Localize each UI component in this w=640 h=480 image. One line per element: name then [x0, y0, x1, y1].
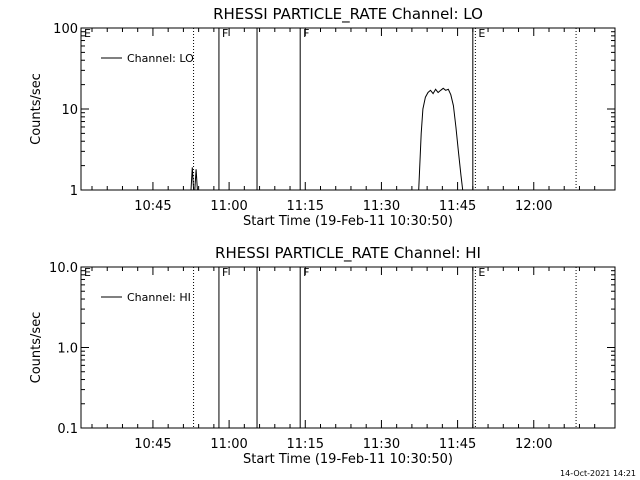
data-series-line — [418, 87, 464, 191]
x-tick-label: 11:30 — [363, 199, 400, 214]
x-tick-label: 11:15 — [287, 437, 324, 452]
x-tick-label: 12:00 — [515, 437, 552, 452]
x-axis-label: Start Time (19-Feb-11 10:30:50) — [243, 452, 453, 467]
x-tick-label: 12:00 — [515, 199, 552, 214]
chart-title: RHESSI PARTICLE_RATE Channel: LO — [213, 5, 483, 24]
event-marker-label: E — [478, 266, 485, 279]
event-marker-label: F — [222, 27, 228, 40]
event-marker-label: F — [222, 266, 228, 279]
event-marker-label: E — [84, 266, 91, 279]
chart-title: RHESSI PARTICLE_RATE Channel: HI — [215, 244, 481, 263]
y-tick-label: 10 — [61, 103, 78, 118]
event-marker-label: E — [478, 27, 485, 40]
legend-label: Channel: LO — [127, 52, 194, 65]
y-tick-label: 0.1 — [57, 422, 78, 437]
y-axis-label: Counts/sec — [29, 312, 44, 384]
event-marker-label: E — [84, 27, 91, 40]
y-tick-label: 100 — [53, 22, 78, 37]
y-axis-label: Counts/sec — [29, 73, 44, 145]
event-marker-label: F — [303, 27, 309, 40]
x-tick-label: 10:45 — [134, 437, 171, 452]
legend-label: Channel: HI — [127, 291, 191, 304]
x-tick-label: 11:15 — [287, 199, 324, 214]
x-tick-label: 11:45 — [439, 437, 476, 452]
x-tick-label: 11:00 — [210, 437, 247, 452]
y-tick-label: 1.0 — [57, 342, 78, 357]
x-axis-label: Start Time (19-Feb-11 10:30:50) — [243, 214, 453, 229]
y-tick-label: 1 — [70, 184, 78, 199]
x-tick-label: 11:45 — [439, 199, 476, 214]
x-tick-label: 11:30 — [363, 437, 400, 452]
footer-timestamp: 14-Oct-2021 14:21 — [560, 469, 636, 478]
chart-panel-1: RHESSI PARTICLE_RATE Channel: LO Start Ti… — [29, 5, 616, 229]
chart-panel-2: RHESSI PARTICLE_RATE Channel: HI Start Ti… — [29, 244, 616, 467]
x-tick-label: 10:45 — [134, 199, 171, 214]
x-tick-label: 11:00 — [210, 199, 247, 214]
data-series-line — [190, 167, 198, 191]
event-marker-label: F — [303, 266, 309, 279]
y-tick-label: 10.0 — [49, 261, 78, 276]
